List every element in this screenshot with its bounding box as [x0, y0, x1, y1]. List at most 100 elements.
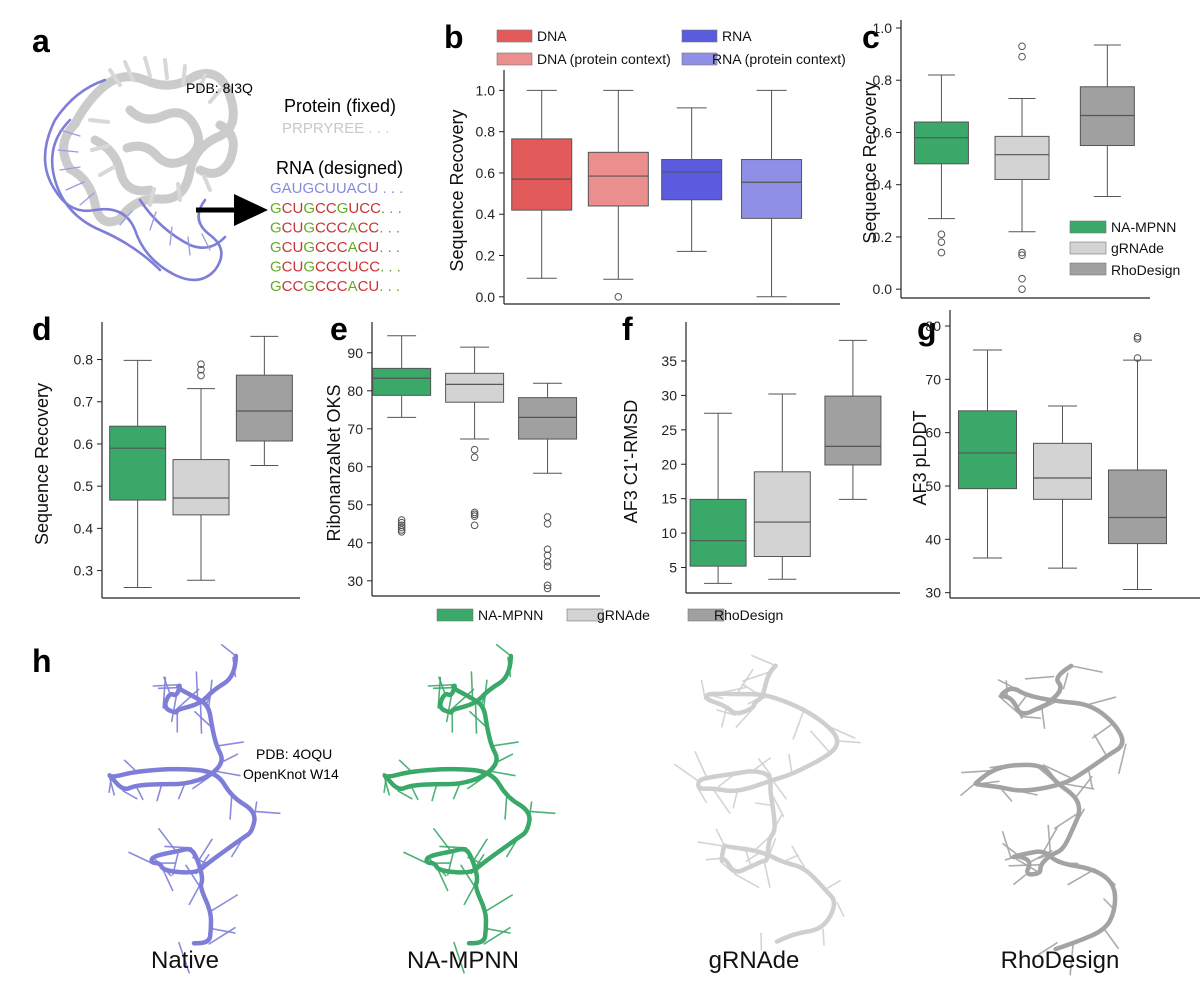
y-tick-label: 5 — [669, 560, 677, 576]
legend-swatch-dna — [496, 29, 533, 43]
outlier-point — [397, 523, 406, 532]
y-tick-label: 20 — [661, 456, 677, 472]
iqr-box — [445, 372, 505, 403]
legend-label-rna: RNA — [722, 28, 752, 44]
box-na-mpnn — [958, 349, 1017, 559]
y-tick-label: 25 — [661, 422, 677, 438]
y-tick-label: 0.8 — [476, 124, 496, 140]
outlier-point — [543, 558, 552, 566]
box-dna-protein-context- — [587, 89, 649, 301]
y-tick-label: 40 — [925, 531, 941, 547]
outlier-point — [470, 510, 479, 519]
iqr-box — [741, 159, 803, 219]
y-tick-label: 0.2 — [873, 229, 893, 245]
box-grnade — [1033, 405, 1092, 569]
y-tick-label: 1.0 — [873, 20, 893, 36]
legend-swatch-na-mpnn-c — [1069, 220, 1107, 234]
y-tick-label: 0.5 — [74, 478, 94, 494]
y-tick-label: 70 — [347, 421, 363, 437]
y-tick-label: 35 — [661, 353, 677, 369]
outlier-point — [470, 453, 479, 462]
box-dna — [511, 89, 573, 279]
outlier-point — [543, 562, 552, 571]
y-tick-label: 30 — [347, 573, 363, 589]
pdb-label-8i3q: PDB: 8I3Q — [186, 80, 253, 96]
panel-c-chart: c 0.0 0.2 0.4 0.6 0.8 1.0 Sequence Recovery — [860, 19, 1150, 299]
outlier-point — [397, 526, 406, 534]
outlier-point — [543, 513, 552, 521]
panel-g-chart: g 30 40 50 60 70 80 AF3 pLDDT — [910, 310, 1200, 601]
rna-3d-structure-icon-na-mpnn — [382, 643, 556, 974]
outlier-point — [1018, 274, 1026, 283]
outlier-point — [197, 360, 205, 368]
structure-label-rhodesign: RhoDesign — [1001, 947, 1120, 974]
designed-sequence: GCUGCCCACC. . . — [270, 220, 400, 237]
panel-letter-b: b — [444, 19, 464, 55]
outlier-point — [543, 520, 552, 528]
y-axis-label: Sequence Recovery — [32, 383, 52, 545]
designed-sequence: GCUGCCCACU. . . — [270, 239, 400, 256]
box-na-mpnn — [372, 335, 432, 536]
box-grnade — [172, 360, 230, 581]
legend-panel-c: NA-MPNN gRNAde RhoDesign — [1069, 219, 1180, 278]
box-rhodesign — [518, 382, 578, 593]
y-tick-label: 30 — [661, 387, 677, 403]
iqr-box — [1108, 469, 1167, 545]
iqr-box — [994, 135, 1050, 180]
rna-3d-structure-icon-grnade — [674, 654, 862, 951]
outlier-point — [1018, 42, 1026, 51]
shared-legend-swatch-grnade — [566, 608, 604, 622]
panel-e-chart: e 30 40 50 60 70 80 90 RibonanzaNet OKS — [324, 311, 600, 597]
iqr-box — [511, 138, 573, 211]
rna-designed-label: RNA (designed) — [276, 158, 403, 178]
y-tick-label: 80 — [925, 318, 941, 334]
panel-letter-a: a — [32, 23, 50, 59]
outlier-point — [1018, 248, 1026, 257]
rna-3d-structure-icon-native — [107, 643, 281, 974]
y-axis-label: Sequence Recovery — [447, 109, 467, 271]
shared-legend: NA-MPNN gRNAde RhoDesign — [436, 607, 783, 623]
y-tick-label: 0.6 — [74, 436, 94, 452]
iqr-box — [109, 425, 167, 501]
iqr-box — [824, 395, 882, 466]
y-tick-label: 15 — [661, 491, 677, 507]
outlier-point — [1133, 354, 1142, 362]
panel-letter-f: f — [622, 311, 633, 347]
rna-3d-structures — [107, 643, 1127, 976]
box-rna — [661, 107, 723, 252]
designed-sequence-list: GCUGCCGUCC. . . GCUGCCCACC. . . GCUGCCCACU… — [270, 200, 402, 295]
legend-swatch-grnade-c — [1069, 241, 1107, 255]
box-grnade — [753, 393, 811, 580]
legend-label-rhodesign-c: RhoDesign — [1111, 262, 1180, 278]
protein-fixed-label: Protein (fixed) — [284, 96, 396, 116]
y-tick-label: 0.3 — [74, 563, 94, 579]
y-axis-label: RibonanzaNet OKS — [324, 384, 344, 541]
y-tick-label: 10 — [661, 525, 677, 541]
structure-label-grnade: gRNAde — [709, 947, 800, 974]
iqr-box — [661, 159, 723, 201]
legend-label-grnade-c: gRNAde — [1111, 240, 1164, 256]
y-tick-label: 0.0 — [873, 281, 893, 297]
structure-label-na-mpnn: NA-MPNN — [407, 947, 519, 974]
iqr-box — [753, 471, 811, 558]
box-na-mpnn — [913, 74, 969, 257]
y-tick-label: 0.8 — [873, 72, 893, 88]
shared-legend-label-na-mpnn: NA-MPNN — [478, 607, 543, 623]
iqr-box — [689, 498, 747, 567]
designed-sequence: GCUGCCGUCC. . . — [270, 200, 402, 217]
designed-sequence: GCUGCCCUCC. . . — [270, 259, 401, 276]
outlier-point — [397, 516, 406, 524]
y-tick-label: 0.6 — [476, 165, 496, 181]
legend-swatch-rna — [681, 29, 718, 43]
y-tick-label: 0.7 — [74, 394, 94, 410]
iqr-box — [587, 151, 649, 207]
iqr-box — [1033, 442, 1092, 500]
shared-legend-label-grnade: gRNAde — [597, 607, 650, 623]
legend-swatch-rna-protein-context — [681, 52, 718, 66]
y-tick-label: 0.8 — [74, 352, 94, 368]
y-tick-label: 0.6 — [873, 124, 893, 140]
iqr-box — [518, 397, 578, 440]
legend-label-dna: DNA — [537, 28, 567, 44]
panel-letter-d: d — [32, 311, 52, 347]
iqr-box — [958, 410, 1017, 490]
